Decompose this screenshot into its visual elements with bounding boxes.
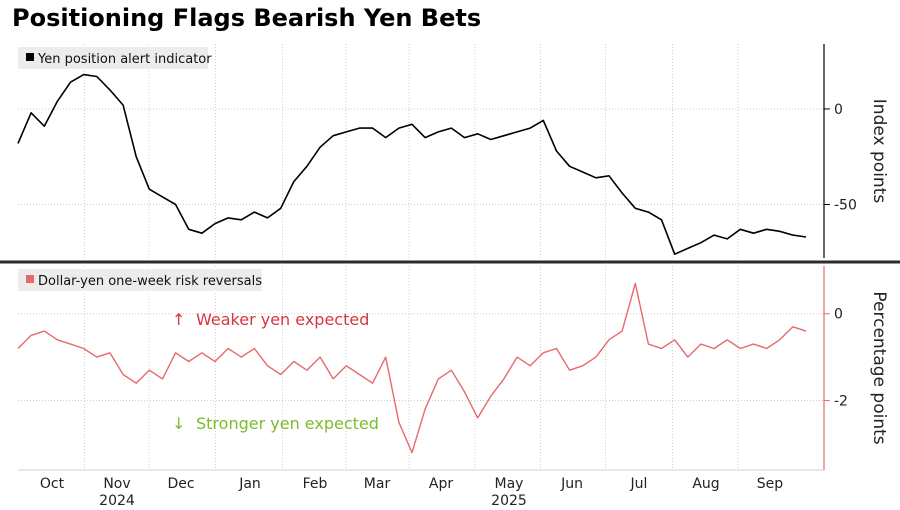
- series-line-bottom: [17, 282, 807, 454]
- y-axis-title-top: Index points: [869, 99, 889, 204]
- panel-bottom: 0 -2 Percentage points: [17, 266, 889, 470]
- x-tick-label: Sep: [757, 476, 784, 492]
- y-tick-label-top: -50: [834, 198, 857, 214]
- legend-top-bg: [18, 47, 208, 69]
- down-arrow-icon: ↓: [172, 414, 185, 433]
- legend-bottom-swatch: [26, 275, 34, 283]
- legend-bottom: Dollar-yen one-week risk reversals: [18, 269, 262, 291]
- x-tick-label: Aug: [692, 476, 719, 492]
- annotation-stronger-text: Stronger yen expected: [196, 414, 379, 433]
- x-axis: Oct Nov Dec Jan Feb Mar Apr May Jun Jul Aug Sep 2024…: [18, 469, 824, 509]
- y-tick-label-bottom: 0: [834, 307, 843, 323]
- x-tick-label: Feb: [303, 476, 328, 492]
- annotation-stronger: ↓ Stronger yen expected: [172, 414, 379, 433]
- y-tick-label-bottom: -2: [834, 394, 848, 410]
- up-arrow-icon: ↑: [172, 310, 185, 329]
- y-tick-label-top: 0: [834, 102, 843, 118]
- annotation-weaker-text: Weaker yen expected: [196, 310, 369, 329]
- x-tick-label: Jan: [238, 476, 261, 492]
- legend-top: Yen position alert indicator: [18, 47, 212, 69]
- legend-top-label: Yen position alert indicator: [37, 52, 212, 67]
- series-line-top: [17, 73, 807, 255]
- x-tick-label: Jul: [630, 476, 648, 492]
- x-tick-label: Jun: [560, 476, 583, 492]
- x-tick-label: Nov: [103, 476, 130, 492]
- x-tick-label: Mar: [364, 476, 391, 492]
- x-tick-label: Oct: [40, 476, 65, 492]
- panel-top: 0 -50 Index points: [17, 44, 889, 258]
- x-year-label: 2024: [99, 493, 135, 509]
- x-year-label: 2025: [491, 493, 527, 509]
- annotation-weaker: ↑ Weaker yen expected: [172, 310, 369, 329]
- x-tick-label: Dec: [167, 476, 194, 492]
- legend-top-swatch: [26, 53, 34, 61]
- x-tick-label: May: [495, 476, 524, 492]
- legend-bottom-bg: [18, 269, 262, 291]
- legend-bottom-label: Dollar-yen one-week risk reversals: [38, 274, 262, 289]
- x-tick-label: Apr: [429, 476, 453, 492]
- chart-title: Positioning Flags Bearish Yen Bets: [12, 4, 482, 32]
- y-axis-title-bottom: Percentage points: [869, 291, 889, 444]
